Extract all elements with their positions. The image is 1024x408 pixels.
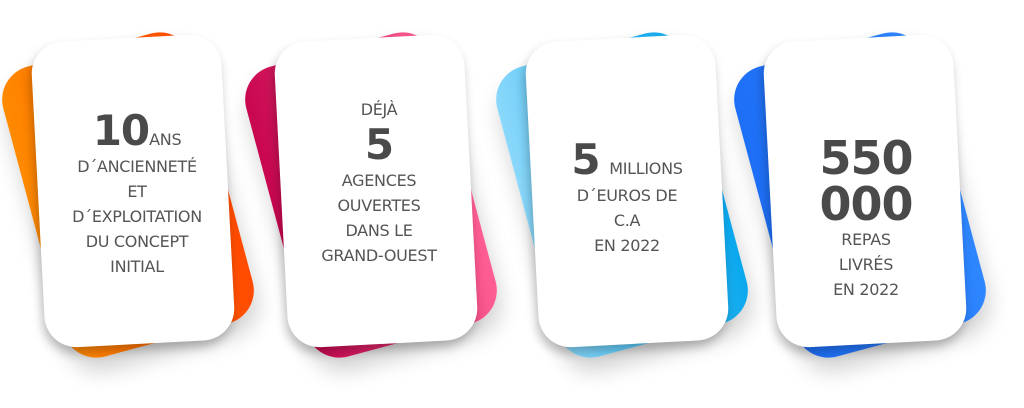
stat-line: D´EUROS DE bbox=[576, 186, 678, 205]
stat-number: 10 bbox=[92, 106, 150, 155]
stat-card-meals: 550 000 REPAS LIVRÉS EN 2022 bbox=[726, 0, 994, 408]
stat-line: EN 2022 bbox=[594, 236, 660, 255]
stat-line: EN 2022 bbox=[833, 280, 899, 299]
stat-line: C.A bbox=[613, 211, 641, 230]
stat-line: D´EXPLOITATION bbox=[72, 207, 202, 226]
stat-line: OUVERTES bbox=[337, 196, 421, 215]
stat-line: INITIAL bbox=[110, 257, 164, 276]
stat-unit: MILLIONS bbox=[609, 159, 683, 178]
stat-line: ET bbox=[127, 182, 147, 201]
stat-number: 5 bbox=[364, 120, 394, 169]
stat-number: 5 bbox=[571, 135, 600, 184]
stat-number: 550 000 bbox=[819, 131, 913, 231]
stat-line: DANS LE bbox=[345, 221, 413, 240]
stat-prefix: DÉJÀ bbox=[360, 100, 398, 119]
stat-card-agencies: DÉJÀ 5 AGENCES OUVERTES DANS LE GRAND-OU… bbox=[237, 0, 505, 408]
stat-line: AGENCES bbox=[341, 171, 417, 190]
stat-line: DU CONCEPT bbox=[85, 232, 189, 251]
stat-line: LIVRÉS bbox=[838, 255, 894, 274]
stat-line: REPAS bbox=[841, 230, 891, 249]
stat-card-years: 10ANS D´ANCIENNETÉ ET D´EXPLOITATION DU … bbox=[0, 0, 262, 408]
stat-line: D´ANCIENNETÉ bbox=[77, 157, 197, 176]
stat-line: GRAND-OUEST bbox=[321, 246, 437, 265]
stat-unit: ANS bbox=[149, 130, 182, 149]
stat-card-revenue: 5 MILLIONS D´EUROS DE C.A EN 2022 bbox=[488, 0, 756, 408]
